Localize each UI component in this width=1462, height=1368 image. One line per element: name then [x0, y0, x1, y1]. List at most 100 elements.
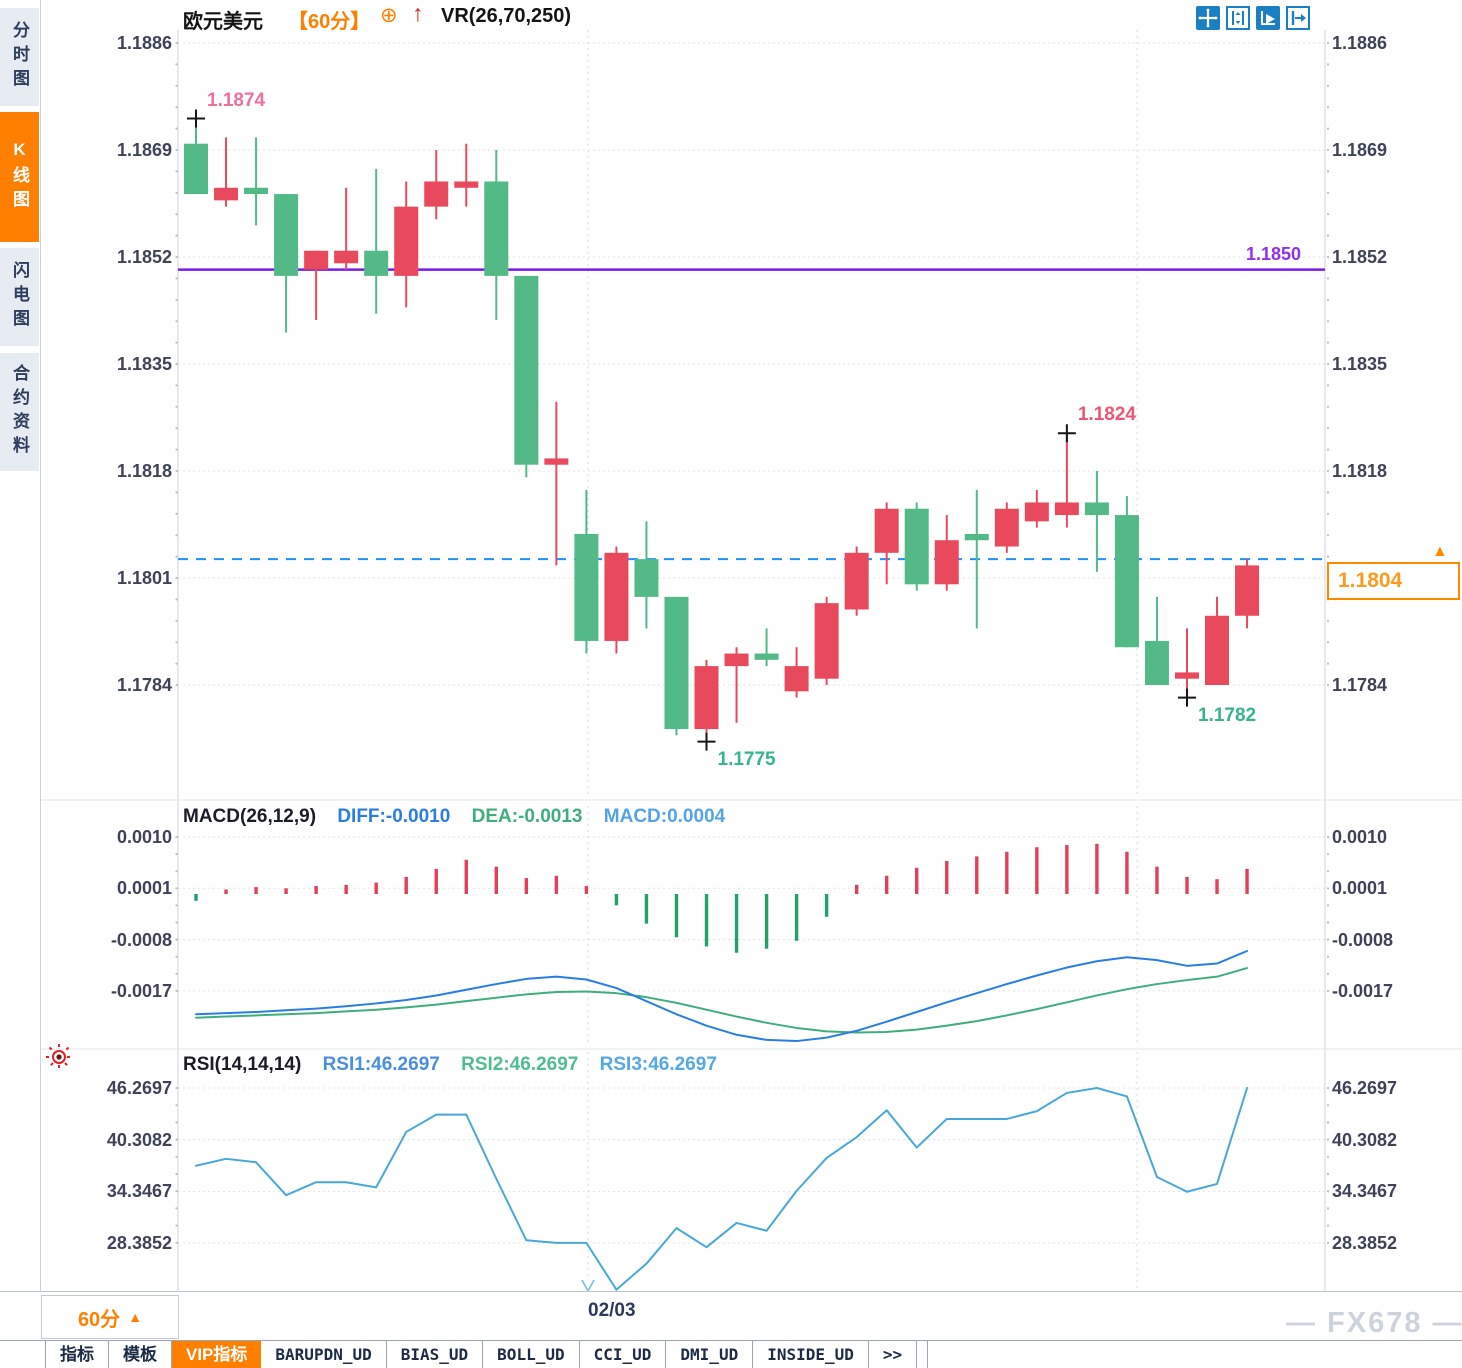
minor-tick	[1326, 384, 1330, 387]
bottom-tab-8[interactable]: DMI_UD	[666, 1341, 754, 1368]
hline-price-label[interactable]: 1.1850	[1246, 244, 1302, 264]
play-scale-icon[interactable]	[1256, 6, 1280, 30]
minor-tick	[1326, 853, 1330, 856]
bottom-tab-2[interactable]: 模板	[109, 1341, 172, 1368]
candle-body	[1114, 515, 1139, 648]
minor-tick	[1326, 972, 1330, 975]
minor-tick	[175, 989, 178, 993]
minor-tick	[1326, 362, 1330, 366]
current-price-tag: 1.1804	[1327, 562, 1460, 600]
rsi-axis-tick: 34.3467	[106, 1181, 172, 1202]
sidebar-tab-4[interactable]: 合约资料	[0, 353, 39, 471]
candle-body	[694, 666, 719, 730]
minor-tick	[1326, 1086, 1330, 1090]
minor-tick	[175, 835, 178, 839]
bottom-tab-4[interactable]: BARUPDN_UD	[261, 1341, 387, 1368]
candle-body	[334, 250, 359, 264]
minor-tick	[175, 148, 178, 152]
extreme-price-label: 1.1775	[717, 748, 776, 770]
minor-tick	[1326, 619, 1330, 622]
minor-tick	[175, 887, 178, 890]
macd-axis-tick: -0.0008	[110, 929, 172, 950]
macd-axis-tick: 0.0001	[116, 878, 172, 899]
minor-tick	[175, 641, 178, 644]
bottom-tab-3[interactable]: VIP指标	[172, 1341, 262, 1368]
macd-diff-value: DIFF:-0.0010	[337, 806, 451, 827]
add-indicator-icon[interactable]: ⊕	[380, 4, 398, 27]
candle-body	[964, 533, 989, 541]
minor-tick	[175, 384, 178, 387]
candle-body	[1054, 502, 1079, 516]
pan-exit-icon[interactable]	[1286, 6, 1310, 30]
extreme-price-label: 1.1782	[1197, 704, 1257, 726]
candle-body	[484, 181, 509, 276]
candle-body	[994, 508, 1019, 547]
minor-tick	[175, 213, 178, 216]
watermark: — FX678 —	[1286, 1307, 1462, 1339]
minor-tick	[1326, 469, 1330, 473]
rsi-axis-tick: 28.3852	[1332, 1233, 1398, 1253]
candle-body	[364, 250, 389, 276]
rsi-axis-tick: 46.2697	[1332, 1078, 1398, 1098]
minor-tick	[1326, 255, 1330, 259]
minor-tick	[175, 298, 178, 301]
minor-tick	[1326, 298, 1330, 301]
candle-body	[724, 653, 749, 667]
symbol-name: 欧元美元	[183, 11, 263, 33]
macd-axis-tick: -0.0017	[1332, 980, 1394, 1001]
extreme-price-label: 1.1874	[207, 89, 266, 111]
minor-tick	[1326, 1190, 1330, 1193]
minor-tick	[175, 84, 178, 87]
sidebar-tab-3[interactable]: 闪电图	[0, 248, 39, 346]
sidebar-tab-2[interactable]: K线图	[0, 112, 39, 242]
candle-body	[844, 552, 869, 610]
minor-tick	[1326, 1207, 1330, 1210]
bottom-tab-bar: 指标 模板 VIP指标 BARUPDN_UD BIAS_UD BOLL_UD CCI_UD D…	[0, 1340, 1462, 1368]
time-axis: 60分 ▲ 02/03 — FX678 —	[0, 1291, 1462, 1341]
minor-tick	[175, 1241, 178, 1244]
bottom-tab-7[interactable]: CCI_UD	[580, 1341, 667, 1368]
date-tick-label: 02/03	[588, 1300, 636, 1321]
bottom-tab-1[interactable]: 指标	[45, 1341, 109, 1368]
minor-tick	[1326, 1224, 1330, 1227]
bottom-tab-5[interactable]: BIAS_UD	[387, 1341, 484, 1368]
bottom-tab-10[interactable]: >>	[869, 1341, 918, 1368]
price-axis-tick: 1.1886	[1332, 33, 1388, 53]
minor-tick	[1326, 1104, 1330, 1107]
bottom-tab-9[interactable]: INSIDE_UD	[753, 1341, 869, 1368]
price-up-arrow-icon: ▲	[1432, 543, 1448, 560]
price-axis-tick: 1.1818	[1332, 460, 1388, 481]
rsi-axis-tick: 28.3852	[106, 1233, 172, 1253]
date-chevron-icon	[581, 1279, 595, 1293]
minor-tick	[1326, 427, 1330, 430]
candle-body	[274, 194, 299, 276]
price-axis-tick: 1.1869	[116, 139, 172, 160]
period-selector[interactable]: 60分 ▲	[41, 1295, 179, 1339]
candle-body	[424, 181, 449, 207]
minor-tick	[175, 1155, 178, 1158]
sidebar-tab-1[interactable]: 分时图	[0, 8, 39, 106]
price-axis-tick: 1.1886	[116, 33, 172, 53]
minor-tick	[175, 1138, 178, 1141]
minor-tick	[1326, 512, 1330, 515]
macd-axis-tick: -0.0017	[110, 980, 172, 1001]
left-sidebar: 分时图 K线图闪电图合约资料	[0, 0, 41, 1291]
macd-macd-value: MACD:0.0004	[603, 806, 726, 827]
bottom-tab-6[interactable]: BOLL_UD	[483, 1341, 580, 1368]
crosshair-move-icon[interactable]	[1196, 6, 1220, 30]
minor-tick	[1326, 1155, 1330, 1158]
period-value: 60分	[77, 1308, 121, 1331]
candle-body	[934, 540, 959, 585]
minor-tick	[1326, 904, 1330, 907]
candle-body	[1205, 615, 1230, 685]
minor-tick	[175, 619, 178, 622]
minor-tick	[1326, 63, 1330, 66]
axis-zoom-icon[interactable]	[1226, 6, 1250, 30]
candle-body	[874, 508, 899, 553]
minor-tick	[1326, 683, 1330, 687]
minor-tick	[175, 1224, 178, 1227]
minor-tick	[1326, 555, 1330, 558]
period-label[interactable]: 【60分】	[288, 11, 371, 33]
minor-tick	[175, 41, 178, 45]
